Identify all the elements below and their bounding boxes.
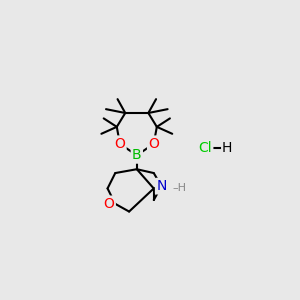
Text: O: O (114, 137, 125, 151)
Text: –H: –H (172, 183, 186, 193)
Text: O: O (148, 137, 159, 151)
Text: Cl: Cl (198, 141, 212, 155)
Text: B: B (132, 148, 142, 162)
Text: N: N (156, 179, 167, 193)
Text: O: O (104, 197, 115, 211)
Text: H: H (221, 141, 232, 155)
